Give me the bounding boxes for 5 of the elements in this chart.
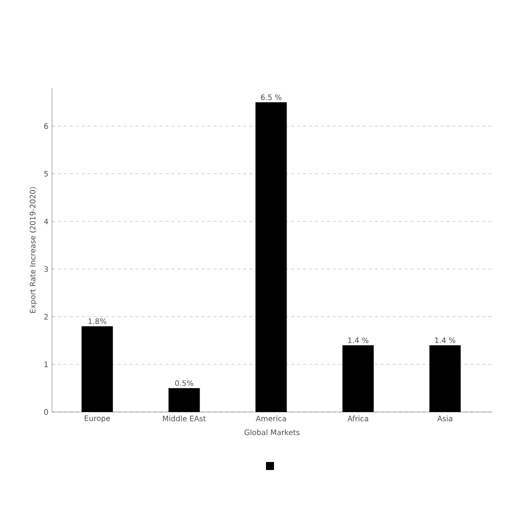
bar (342, 345, 374, 412)
bar (168, 388, 200, 412)
bar (429, 345, 461, 412)
bar (82, 326, 113, 412)
bar (255, 102, 287, 412)
